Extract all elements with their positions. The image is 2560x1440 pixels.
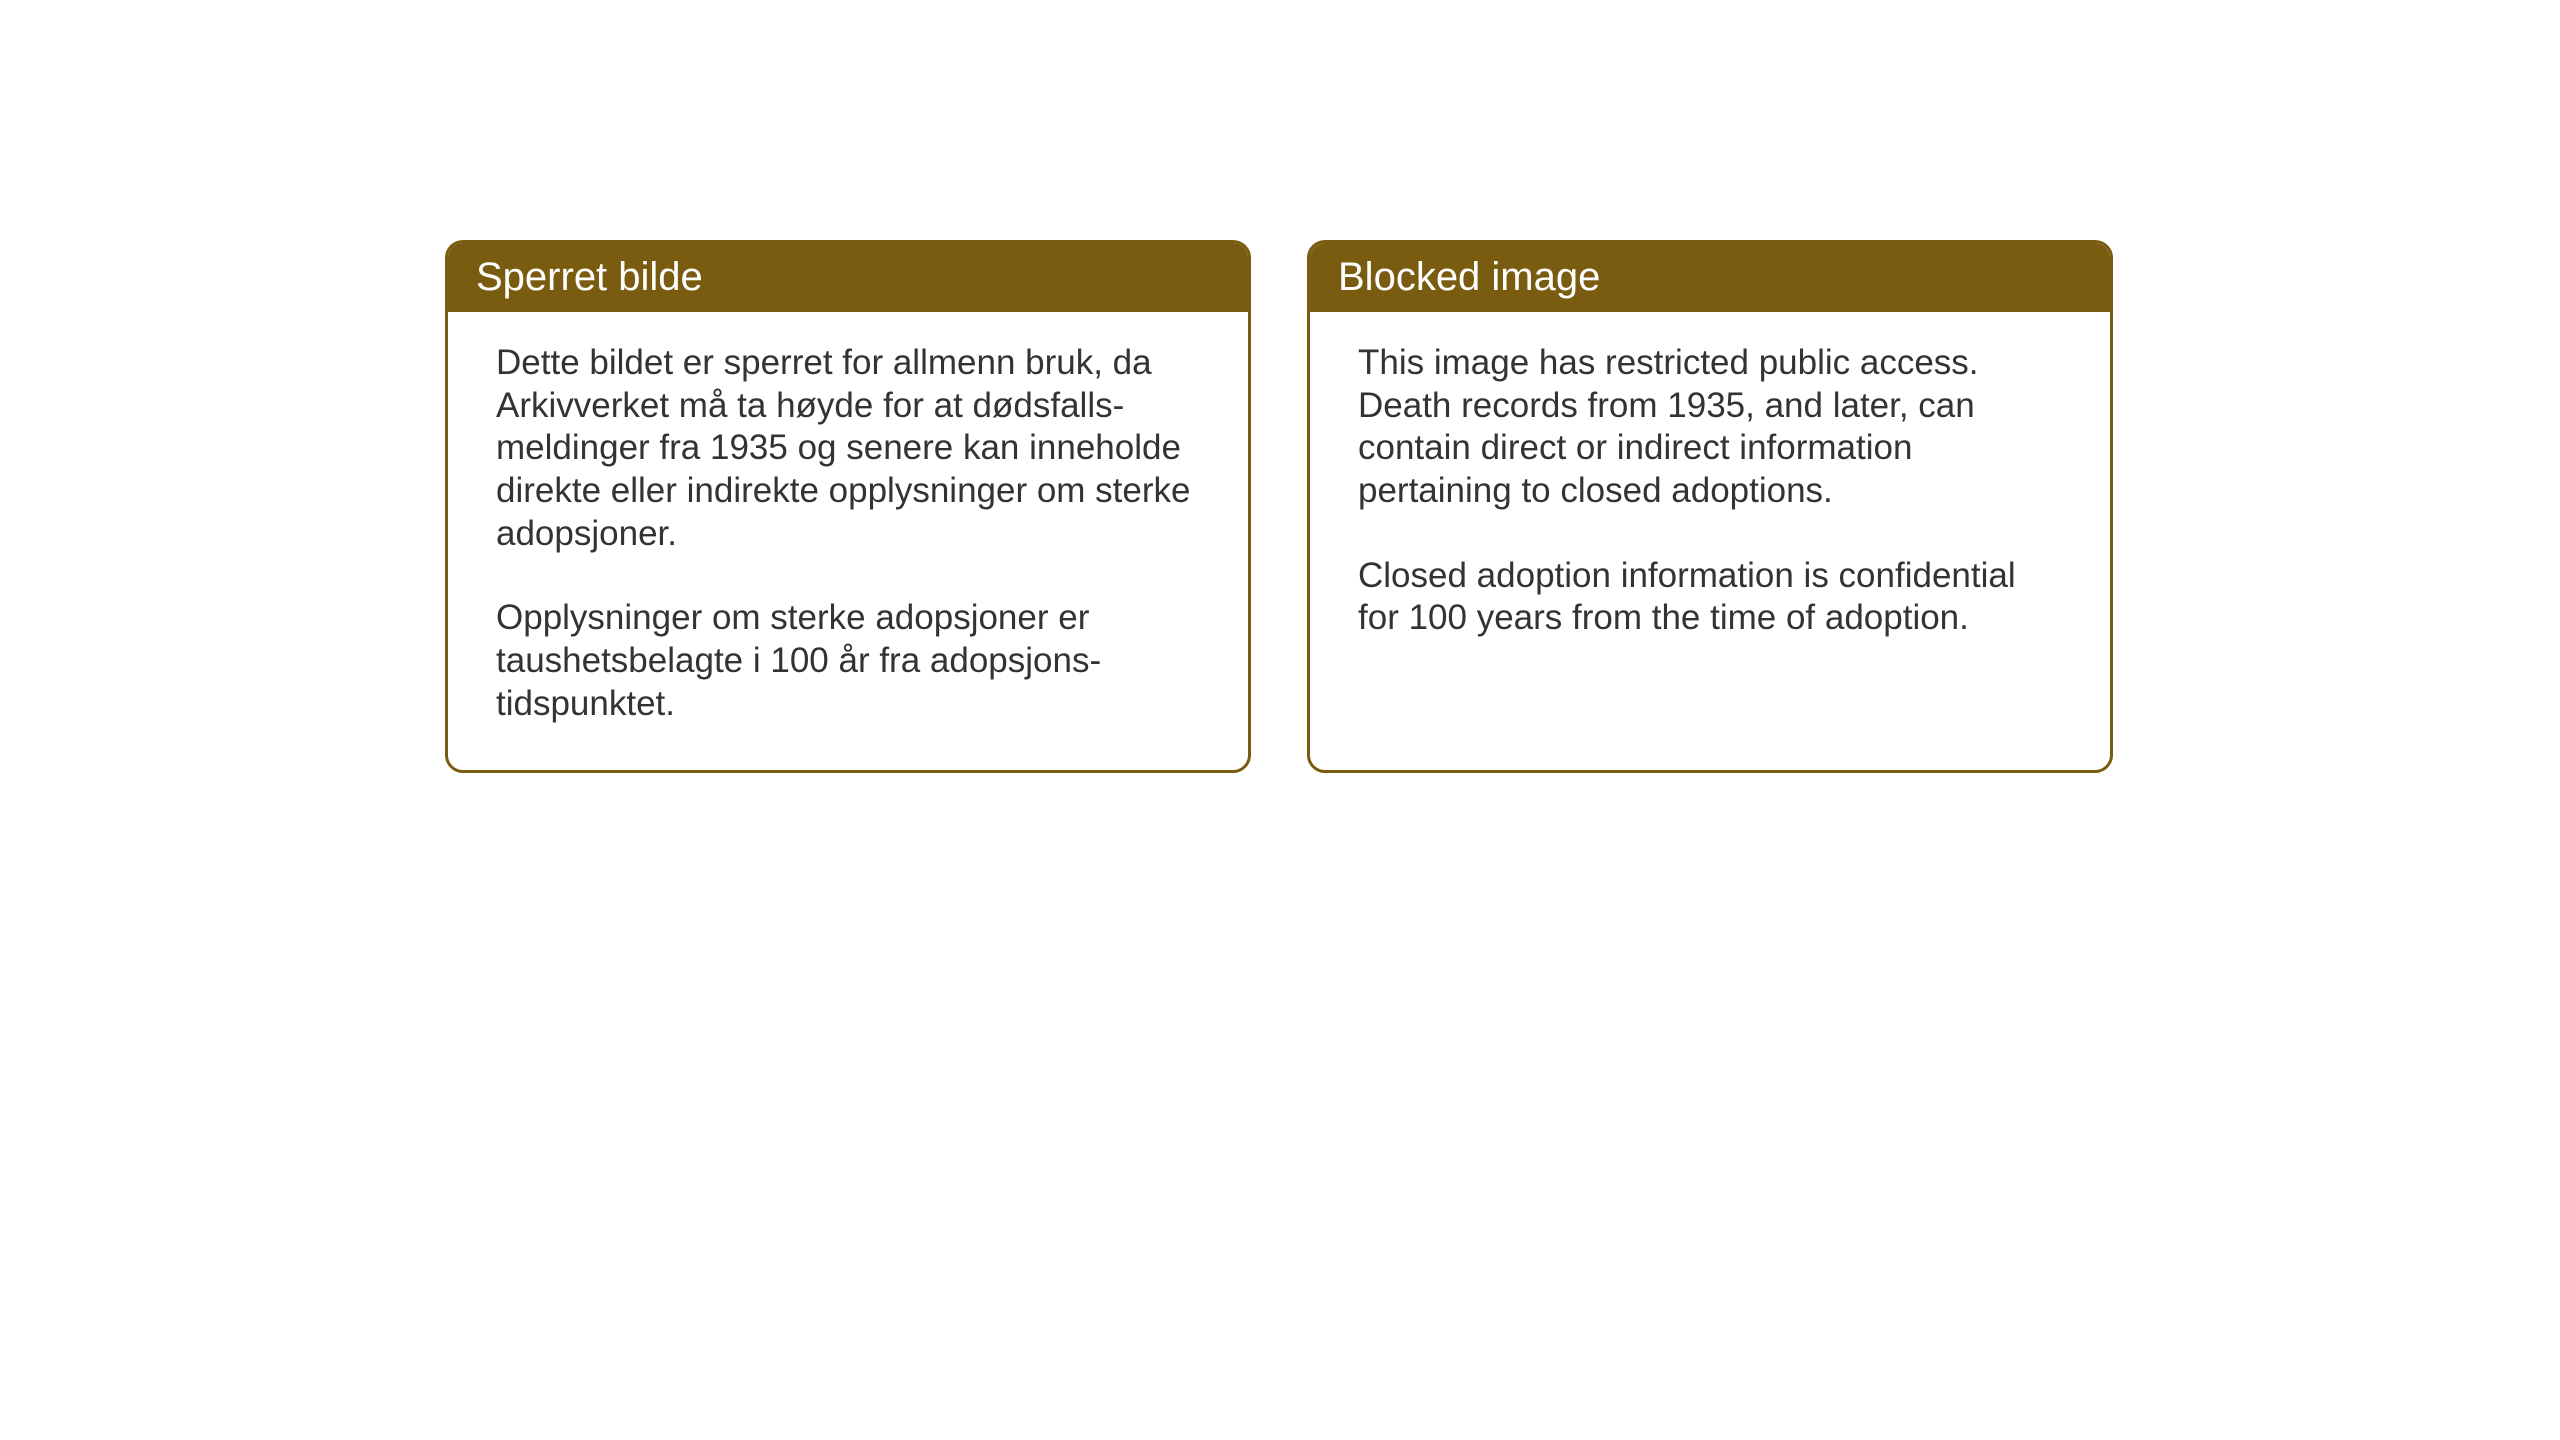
card-header-english: Blocked image bbox=[1310, 243, 2110, 312]
card-title-norwegian: Sperret bilde bbox=[476, 255, 703, 299]
card-paragraph-english-1: This image has restricted public access.… bbox=[1358, 342, 2062, 513]
card-paragraph-english-2: Closed adoption information is confident… bbox=[1358, 555, 2062, 640]
card-body-english: This image has restricted public access.… bbox=[1310, 312, 2110, 684]
notice-card-english: Blocked image This image has restricted … bbox=[1307, 240, 2113, 773]
notice-container: Sperret bilde Dette bildet er sperret fo… bbox=[445, 240, 2113, 773]
card-paragraph-norwegian-2: Opplysninger om sterke adopsjoner er tau… bbox=[496, 597, 1200, 725]
card-header-norwegian: Sperret bilde bbox=[448, 243, 1248, 312]
notice-card-norwegian: Sperret bilde Dette bildet er sperret fo… bbox=[445, 240, 1251, 773]
card-paragraph-norwegian-1: Dette bildet er sperret for allmenn bruk… bbox=[496, 342, 1200, 555]
card-body-norwegian: Dette bildet er sperret for allmenn bruk… bbox=[448, 312, 1248, 770]
card-title-english: Blocked image bbox=[1338, 255, 1600, 299]
